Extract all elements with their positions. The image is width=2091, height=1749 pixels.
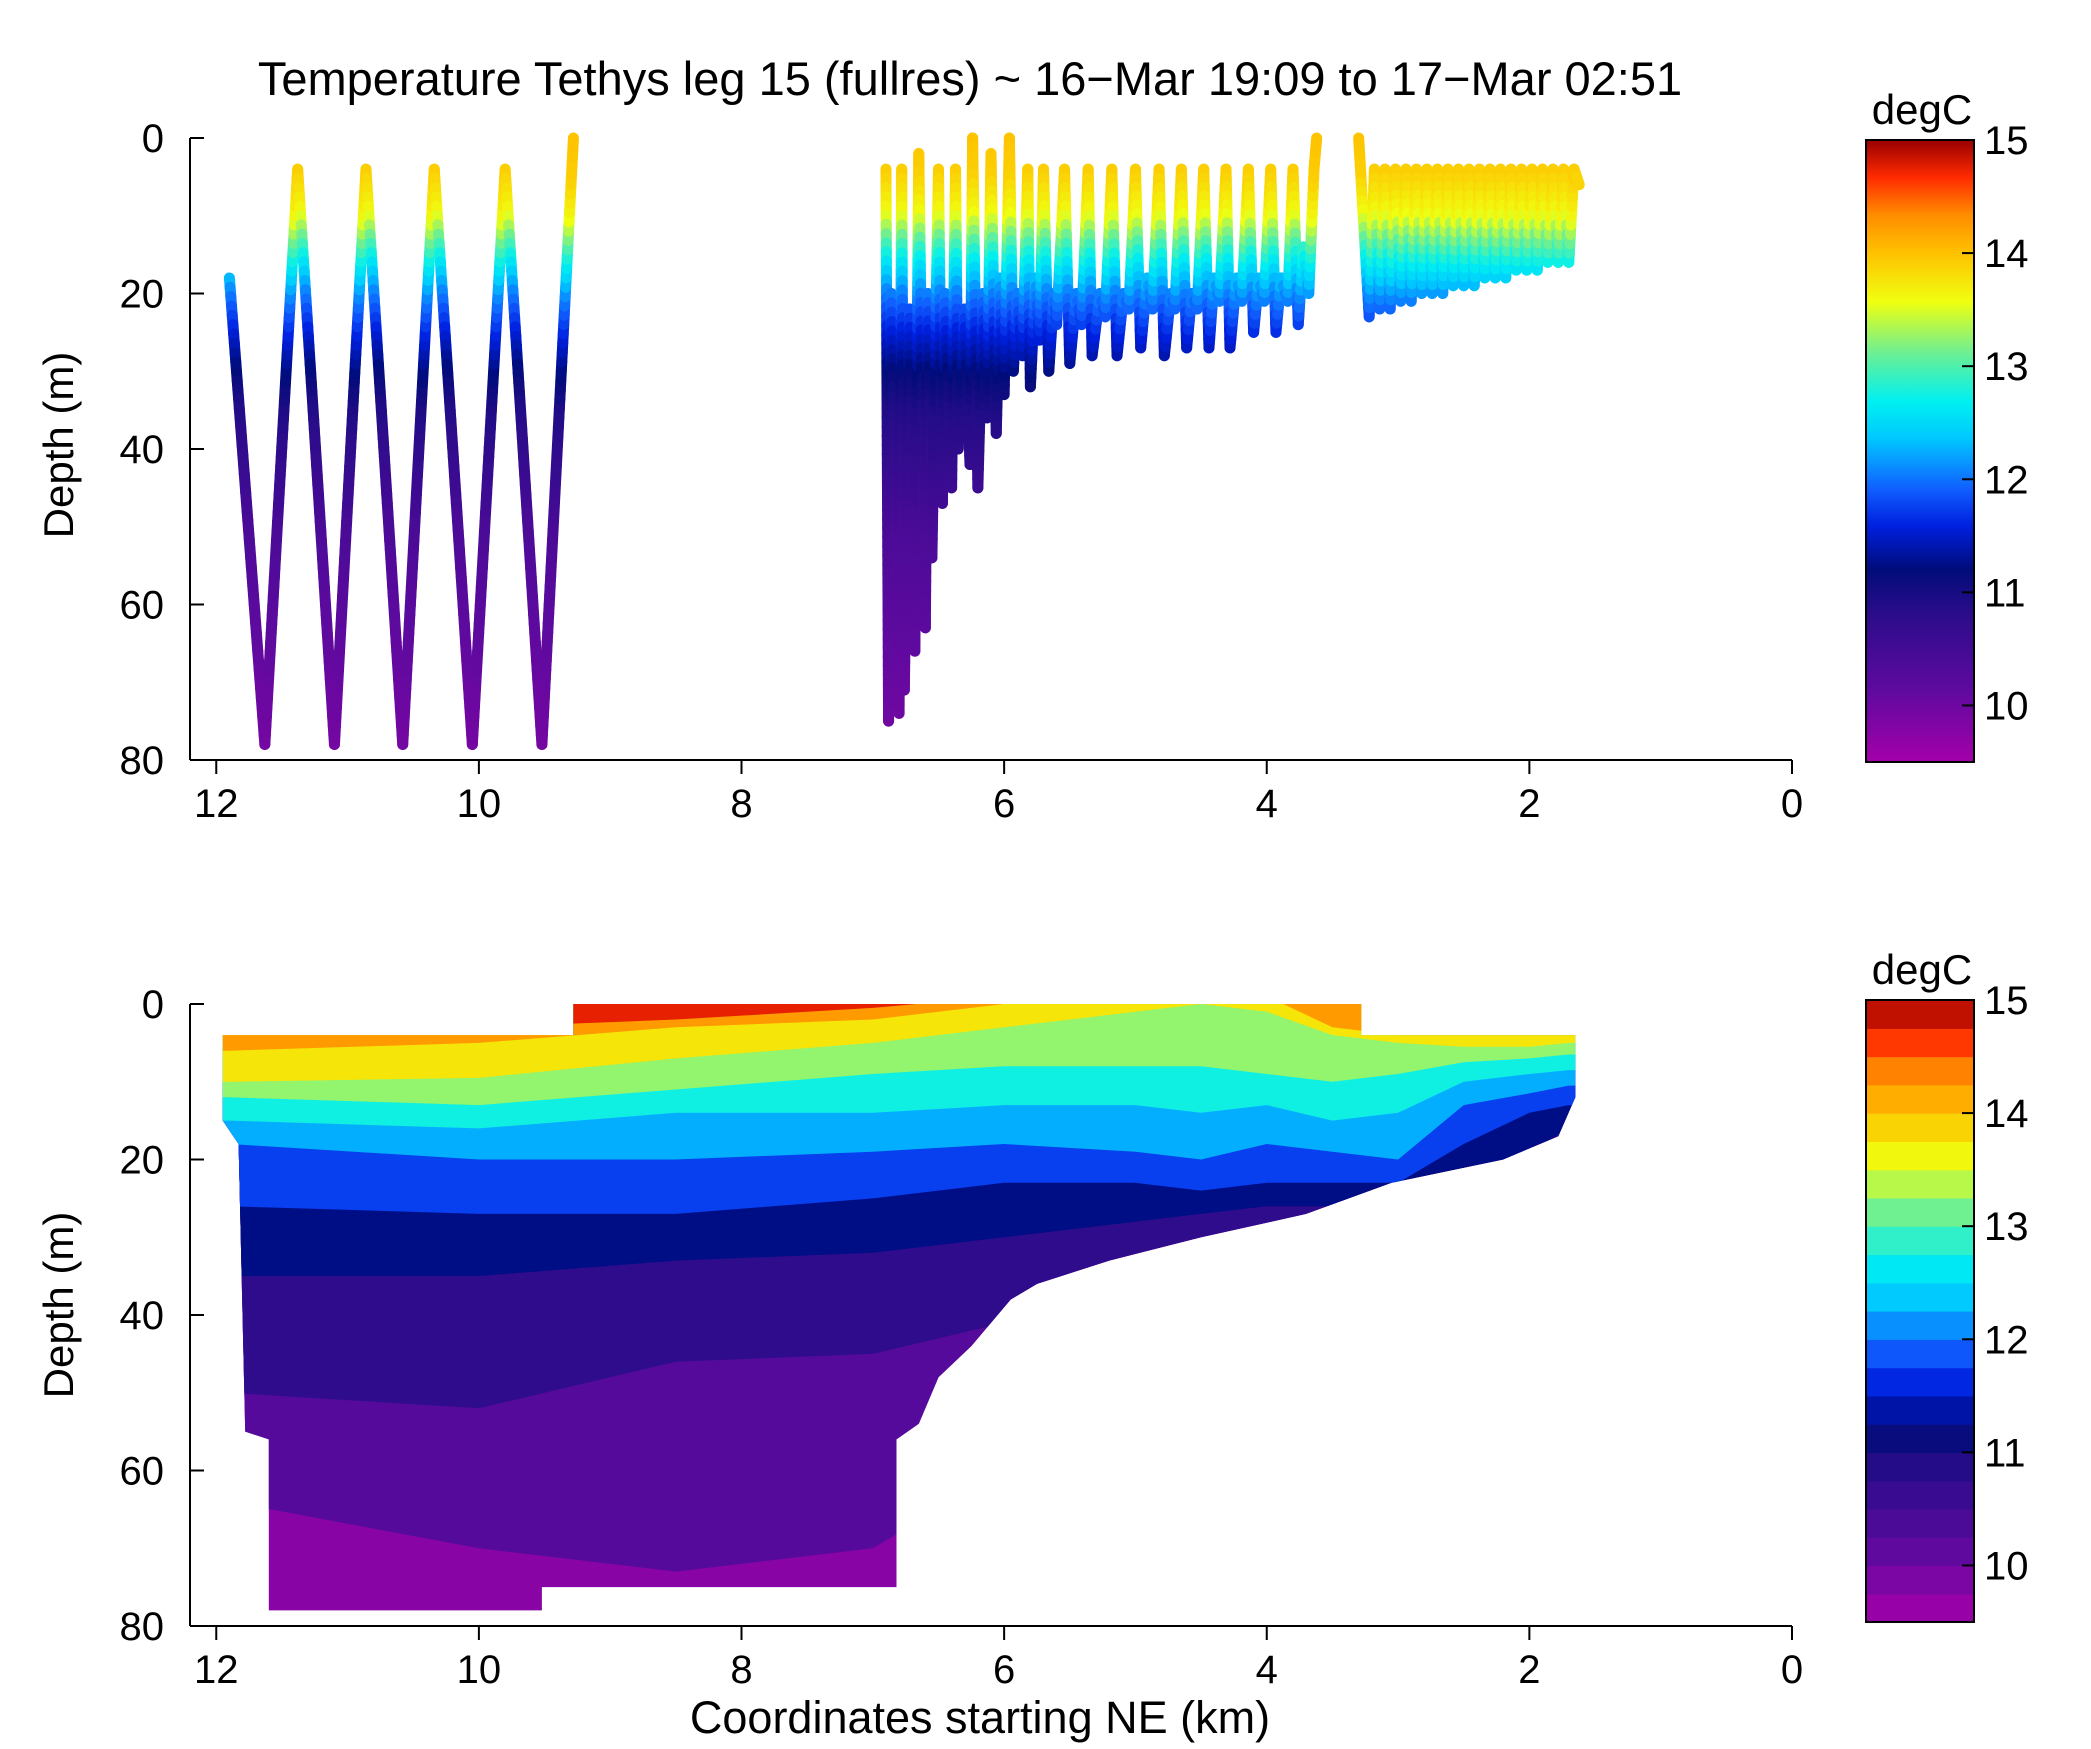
- bottom-colorbar-band: [1866, 1084, 1974, 1114]
- top-panel-ytick-label: 60: [120, 584, 165, 628]
- bottom-colorbar-tick-label: 12: [1984, 1318, 2029, 1362]
- bottom-colorbar-band: [1866, 1593, 1974, 1623]
- top-panel-xtick-label: 12: [194, 782, 239, 826]
- bottom-colorbar-band: [1866, 1056, 1974, 1086]
- top-panel-ytick-label: 40: [120, 428, 165, 472]
- top-panel-xtick-label: 4: [1256, 782, 1278, 826]
- bottom-panel-xtick-label: 8: [730, 1648, 752, 1692]
- bottom-colorbar-band: [1866, 1565, 1974, 1595]
- bottom-panel-ytick-label: 40: [120, 1294, 165, 1338]
- bottom-colorbar-band: [1866, 1282, 1974, 1312]
- bottom-colorbar-band: [1866, 1000, 1974, 1029]
- top-colorbar-gradient: [1865, 139, 1975, 763]
- bottom-panel-xtick-label: 0: [1781, 1648, 1803, 1692]
- top-colorbar-tick-label: 11: [1984, 571, 2026, 615]
- top-panel-xtick-label: 10: [457, 782, 502, 826]
- bottom-colorbar-band: [1866, 1169, 1974, 1199]
- top-colorbar-tick-label: 10: [1984, 684, 2029, 728]
- bottom-colorbar-band: [1866, 1480, 1974, 1510]
- top-panel-ytick-label: 20: [120, 273, 165, 317]
- bottom-colorbar-tick-label: 11: [1984, 1431, 2026, 1475]
- bottom-colorbar-band: [1866, 1028, 1974, 1058]
- bottom-colorbar: degC 10 11 12 13 14 15: [1865, 946, 2029, 1623]
- top-panel-xtick-label: 8: [730, 782, 752, 826]
- bottom-panel-ytick-label: 0: [142, 983, 164, 1027]
- top-panel-xtick-label: 6: [993, 782, 1015, 826]
- bottom-colorbar-band: [1866, 1424, 1974, 1453]
- bottom-colorbar-tick-label: 14: [1984, 1092, 2029, 1136]
- bottom-colorbar-band: [1866, 1452, 1974, 1482]
- bottom-colorbar-band: [1866, 1508, 1974, 1538]
- bottom-colorbar-band: [1866, 1311, 1974, 1340]
- top-colorbar-tick-label: 14: [1984, 232, 2029, 276]
- top-panel-ylabel: Depth (m): [35, 352, 82, 539]
- track-1-point: [1310, 132, 1323, 152]
- bottom-colorbar-tick-label: 15: [1984, 979, 2029, 1023]
- bottom-colorbar-band: [1866, 1367, 1974, 1397]
- bottom-colorbar-frame: [1865, 999, 1975, 1623]
- bottom-colorbar-band: [1866, 1141, 1974, 1171]
- top-panel-xtick-label: 2: [1518, 782, 1540, 826]
- top-colorbar: degC 10 11 12 13 14 15: [1865, 86, 2029, 763]
- bottom-colorbar-tick-label: 13: [1984, 1205, 2029, 1249]
- bottom-panel-xtick-label: 4: [1256, 1648, 1278, 1692]
- bottom-colorbar-tick-label: 10: [1984, 1544, 2029, 1588]
- contour-band-d14_5: [222, 1004, 1576, 1028]
- bottom-colorbar-bands: [1866, 1000, 1974, 1623]
- bottom-panel-xtick-label: 2: [1518, 1648, 1540, 1692]
- figure-title: Temperature Tethys leg 15 (fullres) ~ 16…: [258, 52, 1682, 105]
- bottom-colorbar-band: [1866, 1226, 1974, 1256]
- track-2-point: [1571, 171, 1585, 191]
- top-panel-ytick-label: 0: [142, 117, 164, 161]
- bottom-colorbar-band: [1866, 1339, 1974, 1369]
- bottom-colorbar-band: [1866, 1395, 1974, 1425]
- bottom-panel-contours: [222, 1004, 1576, 1611]
- bottom-panel-xtick-label: 12: [194, 1648, 239, 1692]
- bottom-panel-ytick-label: 60: [120, 1450, 165, 1494]
- top-colorbar-tick-label: 15: [1984, 119, 2029, 163]
- bottom-panel-xtick-label: 10: [457, 1648, 502, 1692]
- top-colorbar-units: degC: [1872, 86, 1972, 133]
- bottom-panel-ytick-label: 20: [120, 1139, 165, 1183]
- bottom-colorbar-band: [1866, 1537, 1974, 1567]
- bottom-panel-xlabel: Coordinates starting NE (km): [690, 1692, 1270, 1743]
- top-panel-tracks: [223, 132, 1585, 750]
- bottom-colorbar-band: [1866, 1254, 1974, 1284]
- top-panel-xtick-label: 0: [1781, 782, 1803, 826]
- top-colorbar-tick-label: 13: [1984, 345, 2029, 389]
- top-colorbar-tick-label: 12: [1984, 458, 2029, 502]
- bottom-colorbar-band: [1866, 1197, 1974, 1227]
- bottom-colorbar-band: [1866, 1113, 1974, 1142]
- top-colorbar-ticks: 10 11 12 13 14 15: [1962, 119, 2029, 728]
- bottom-panel-ytick-label: 80: [120, 1605, 165, 1649]
- bottom-panel-xtick-label: 6: [993, 1648, 1015, 1692]
- bottom-colorbar-units: degC: [1872, 946, 1972, 993]
- bottom-panel-ylabel: Depth (m): [35, 1212, 82, 1399]
- top-panel-ytick-label: 80: [120, 739, 165, 783]
- bottom-colorbar-ticks: 10 11 12 13 14 15: [1962, 979, 2029, 1588]
